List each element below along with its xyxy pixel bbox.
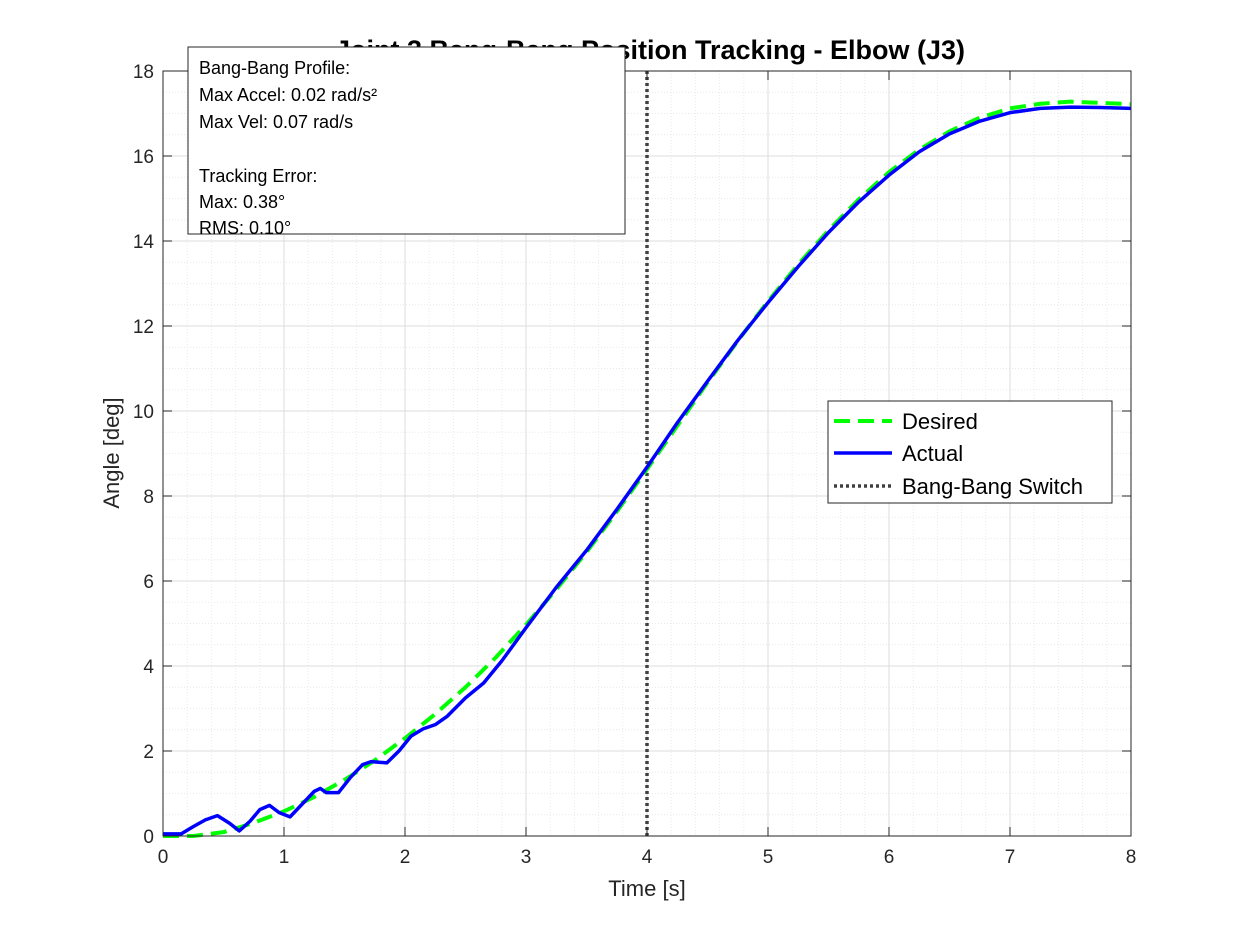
x-axis-label: Time [s] [608, 876, 685, 901]
annotation-line-7: RMS: 0.10° [199, 218, 291, 238]
y-tick-label: 4 [143, 657, 154, 678]
series-layer [163, 71, 1132, 838]
x-tick-label: 8 [1126, 847, 1137, 868]
y-tick-label: 8 [143, 487, 154, 508]
y-tick-label: 16 [133, 147, 154, 168]
y-tick-label: 18 [133, 62, 154, 83]
y-tick-label: 12 [133, 317, 154, 338]
x-tick-label: 4 [642, 847, 653, 868]
x-tick-labels: 0 1 2 3 4 5 6 7 8 [158, 847, 1137, 868]
y-tick-labels: 0 2 4 6 8 10 12 14 16 18 [133, 62, 155, 848]
x-tick-label: 3 [521, 847, 532, 868]
x-tick-label: 5 [763, 847, 774, 868]
y-tick-label: 10 [133, 402, 154, 423]
x-tick-label: 0 [158, 847, 169, 868]
annotation-line-2: Max Accel: 0.02 rad/s² [199, 85, 377, 105]
annotation-line-5: Tracking Error: [199, 166, 317, 186]
legend: Desired Actual Bang-Bang Switch [827, 400, 1113, 504]
annotation-line-3: Max Vel: 0.07 rad/s [199, 112, 353, 132]
y-tick-label: 6 [143, 572, 154, 593]
y-tick-label: 0 [143, 827, 154, 848]
series-actual-line [163, 105, 1132, 836]
y-tick-label: 14 [133, 232, 155, 253]
annotation-line-6: Max: 0.38° [199, 192, 285, 212]
x-tick-label: 2 [400, 847, 411, 868]
x-tick-label: 6 [884, 847, 895, 868]
legend-label-actual: Actual [902, 441, 963, 466]
annotation-box: Bang-Bang Profile: Max Accel: 0.02 rad/s… [187, 46, 626, 238]
annotation-line-1: Bang-Bang Profile: [199, 58, 350, 78]
x-tick-label: 1 [279, 847, 290, 868]
y-tick-label: 2 [143, 742, 154, 763]
legend-label-desired: Desired [902, 409, 978, 434]
annotation-frame [187, 46, 626, 235]
y-axis-label: Angle [deg] [99, 397, 124, 508]
x-tick-label: 7 [1005, 847, 1016, 868]
legend-label-switch: Bang-Bang Switch [902, 474, 1083, 499]
